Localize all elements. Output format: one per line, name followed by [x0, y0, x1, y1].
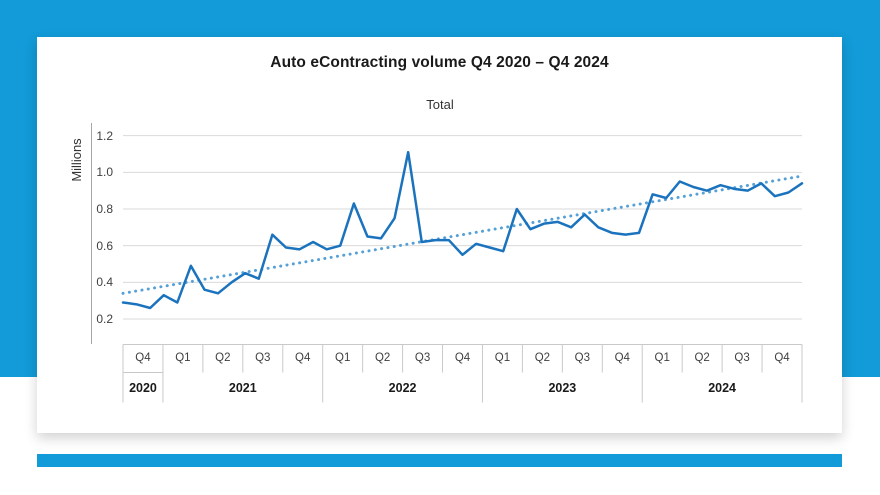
x-quarter-label: Q1	[335, 352, 351, 364]
x-quarter-label: Q4	[614, 352, 630, 364]
x-quarter-label: Q3	[255, 352, 271, 364]
x-year-label: 2020	[129, 380, 157, 395]
x-year-label: 2022	[388, 380, 417, 395]
x-quarter-label: Q4	[774, 352, 790, 364]
bottom-accent-bar	[37, 454, 842, 467]
x-quarter-label: Q4	[295, 352, 311, 364]
y-tick-label: 0.8	[96, 202, 113, 216]
chart-card	[37, 37, 842, 433]
total-line-series	[121, 150, 804, 310]
legend-label-total: Total	[426, 97, 454, 112]
y-tick-label: 0.2	[96, 312, 113, 326]
x-quarter-label: Q1	[494, 352, 511, 364]
x-quarter-label: Q2	[374, 352, 391, 364]
x-quarter-label: Q1	[654, 352, 670, 364]
x-quarter-label: Q3	[734, 352, 750, 364]
x-quarter-label: Q3	[574, 352, 590, 364]
y-tick-label: 1.2	[96, 128, 113, 143]
x-quarter-label: Q4	[135, 352, 151, 364]
trend-line	[121, 174, 804, 295]
x-quarter-label: Q2	[534, 352, 551, 364]
x-year-label: 2021	[228, 380, 257, 395]
x-quarter-label: Q1	[175, 352, 191, 364]
chart-title: Auto eContracting volume Q4 2020 – Q4 20…	[270, 54, 609, 71]
x-quarter-label: Q4	[454, 352, 471, 364]
x-year-label: 2023	[548, 380, 577, 395]
x-year-label: 2024	[708, 380, 737, 395]
x-quarter-label: Q2	[694, 352, 710, 364]
x-quarter-label: Q2	[215, 352, 231, 364]
y-tick-label: 1.0	[96, 165, 113, 180]
x-quarter-label: Q3	[414, 352, 431, 364]
y-tick-label: 0.4	[96, 275, 113, 290]
y-tick-label: 0.6	[96, 238, 113, 253]
